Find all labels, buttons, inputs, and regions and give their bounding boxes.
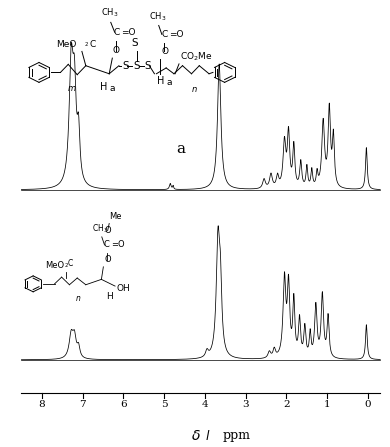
Text: MeO: MeO bbox=[56, 40, 76, 49]
Text: $\it{l}$: $\it{l}$ bbox=[205, 429, 210, 443]
Text: CH$_3$: CH$_3$ bbox=[92, 222, 108, 235]
Text: S: S bbox=[132, 38, 138, 48]
Text: 5: 5 bbox=[161, 400, 167, 409]
Text: CH$_3$: CH$_3$ bbox=[101, 7, 119, 19]
Text: H: H bbox=[100, 82, 107, 92]
Text: =O: =O bbox=[121, 28, 135, 37]
Text: H: H bbox=[157, 76, 164, 86]
Text: C: C bbox=[161, 30, 167, 39]
Text: a: a bbox=[176, 143, 185, 156]
Text: a: a bbox=[110, 84, 115, 93]
Text: n: n bbox=[191, 85, 197, 94]
Text: 7: 7 bbox=[79, 400, 86, 409]
Text: $\delta$: $\delta$ bbox=[191, 429, 201, 443]
Text: 8: 8 bbox=[39, 400, 45, 409]
Text: C: C bbox=[90, 40, 96, 49]
Text: O: O bbox=[113, 46, 120, 55]
Text: $_2$: $_2$ bbox=[84, 40, 89, 49]
Text: 1: 1 bbox=[324, 400, 331, 409]
Text: 6: 6 bbox=[120, 400, 127, 409]
Text: a: a bbox=[167, 78, 172, 87]
Text: CO$_2$Me: CO$_2$Me bbox=[180, 50, 213, 63]
Text: =O: =O bbox=[169, 30, 183, 39]
Text: n: n bbox=[76, 294, 80, 303]
Text: $_2$C: $_2$C bbox=[64, 258, 75, 270]
Text: C: C bbox=[113, 28, 119, 37]
Text: 0: 0 bbox=[365, 400, 371, 409]
Text: OH: OH bbox=[116, 284, 130, 293]
Text: S: S bbox=[145, 61, 151, 71]
Text: S: S bbox=[122, 61, 129, 71]
Text: 3: 3 bbox=[243, 400, 249, 409]
Text: MeO: MeO bbox=[45, 261, 64, 270]
Text: =O: =O bbox=[112, 240, 125, 249]
Text: O: O bbox=[161, 47, 168, 56]
Text: m: m bbox=[67, 84, 75, 93]
Text: S: S bbox=[134, 61, 140, 71]
Text: CH$_3$: CH$_3$ bbox=[149, 11, 166, 23]
Text: ppm: ppm bbox=[222, 429, 250, 443]
Text: O: O bbox=[105, 226, 111, 235]
Text: 2: 2 bbox=[283, 400, 290, 409]
Text: Me: Me bbox=[109, 212, 122, 221]
Text: C: C bbox=[104, 240, 110, 249]
Text: 4: 4 bbox=[202, 400, 208, 409]
Text: H: H bbox=[106, 292, 113, 301]
Text: O: O bbox=[105, 255, 111, 264]
